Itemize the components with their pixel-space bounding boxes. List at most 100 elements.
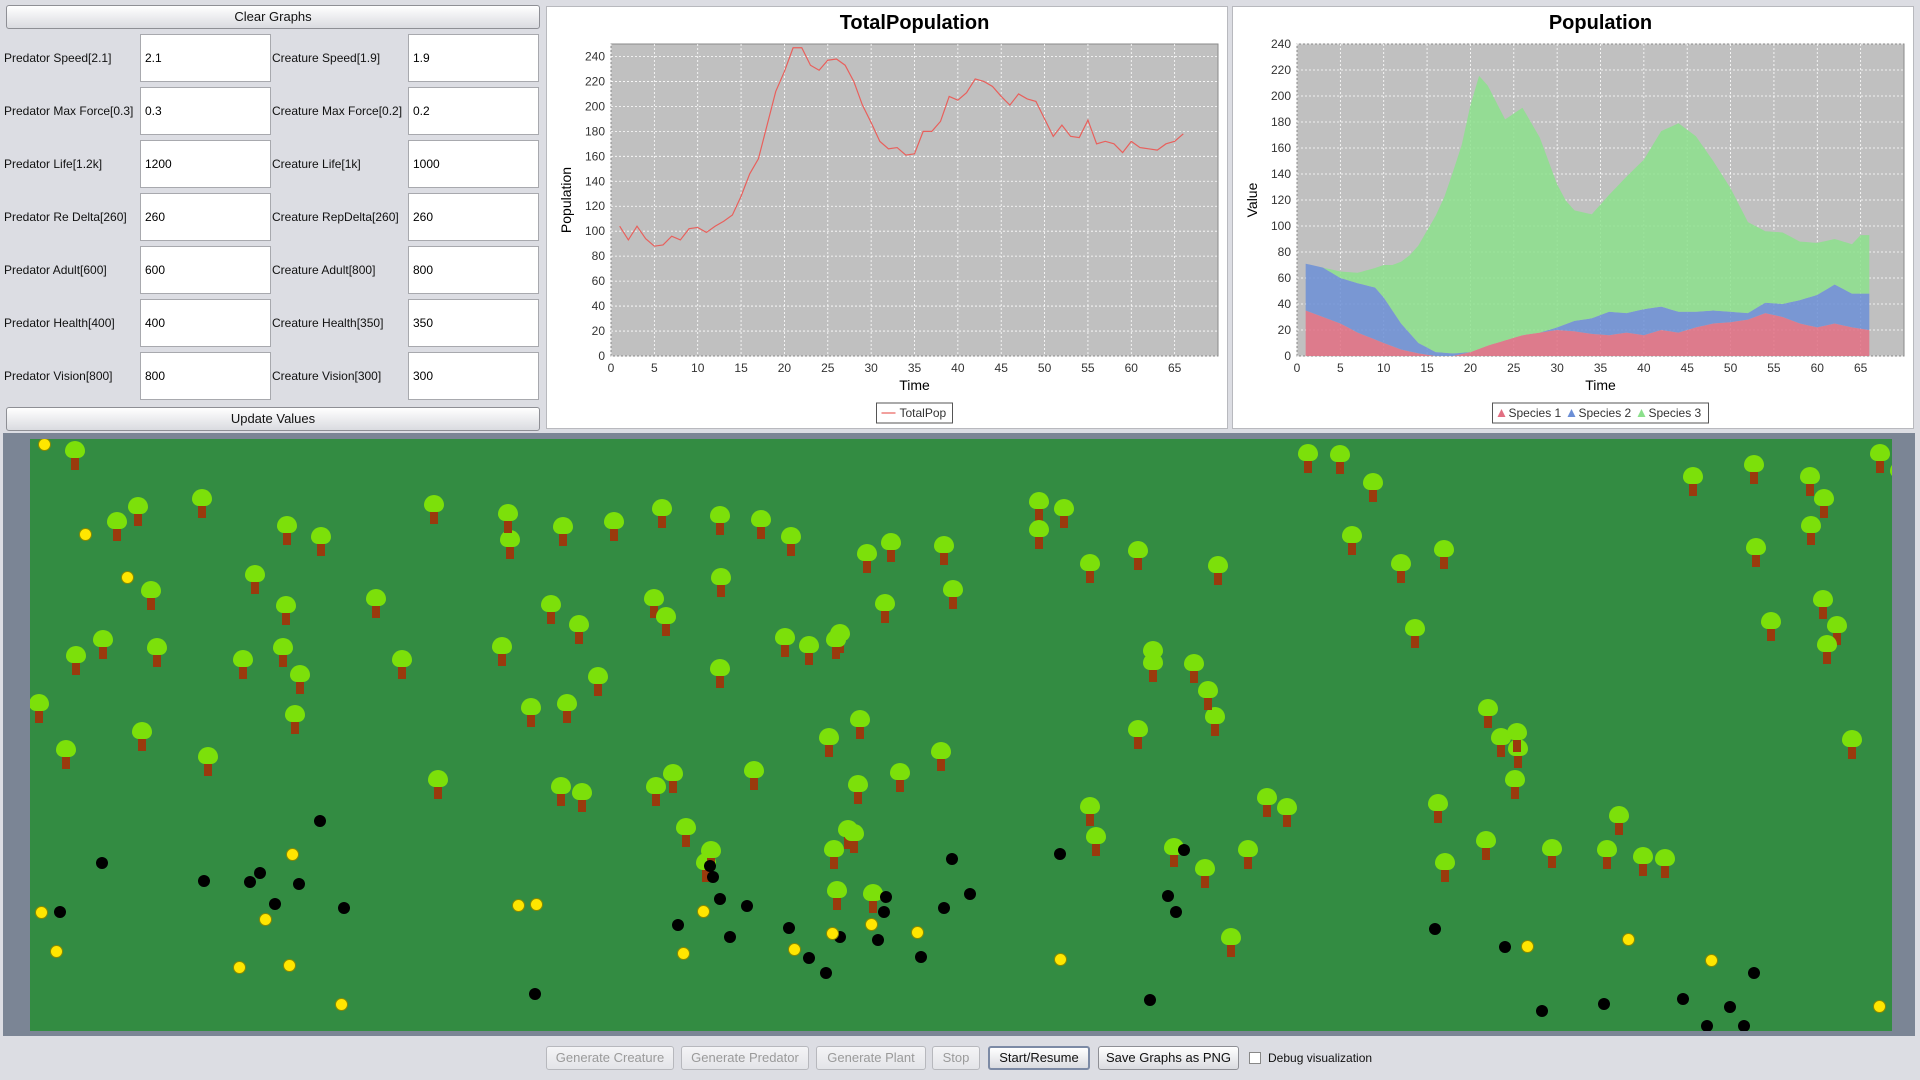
x-tick-label: 40	[1637, 361, 1651, 375]
predator-agent	[741, 900, 753, 912]
clear-graphs-button[interactable]: Clear Graphs	[6, 5, 540, 29]
creature-agent	[1054, 953, 1067, 966]
series-area	[1305, 310, 1870, 356]
x-tick-label: 50	[1724, 361, 1738, 375]
plant-tree	[1428, 794, 1448, 824]
plant-tree	[557, 694, 577, 724]
plant-tree	[500, 530, 520, 560]
plant-tree	[890, 763, 910, 793]
y-tick-label: 120	[1271, 193, 1291, 207]
creature-param-field[interactable]: 350	[408, 299, 539, 347]
plant-tree	[1143, 653, 1163, 683]
predator-agent	[1170, 906, 1182, 918]
x-tick-label: 25	[821, 361, 835, 375]
predator-agent	[1598, 998, 1610, 1010]
legend-label: Species 2	[1579, 406, 1632, 420]
y-tick-label: 80	[1278, 245, 1292, 259]
predator-agent	[54, 906, 66, 918]
plant-tree	[311, 527, 331, 557]
simulation-field[interactable]	[30, 439, 1892, 1031]
plant-tree	[781, 527, 801, 557]
plant-tree	[1817, 635, 1837, 665]
predator-param-field[interactable]: 0.3	[140, 87, 271, 135]
generate-plant-button[interactable]: Generate Plant	[816, 1046, 926, 1070]
plant-tree	[1597, 840, 1617, 870]
chart-title: Population	[1549, 12, 1652, 34]
legend-swatch	[1637, 409, 1646, 417]
plant-tree	[857, 544, 877, 574]
plant-tree	[775, 628, 795, 658]
start-resume-button[interactable]: Start/Resume	[988, 1046, 1090, 1070]
x-tick-label: 15	[1420, 361, 1434, 375]
plant-tree	[676, 818, 696, 848]
y-tick-label: 100	[1271, 219, 1291, 233]
predator-param-field[interactable]: 600	[140, 246, 271, 294]
creature-param-field[interactable]: 1.9	[408, 34, 539, 82]
creature-param-label: Creature Adult[800]	[272, 263, 376, 277]
predator-agent	[338, 902, 350, 914]
legend-box	[876, 402, 953, 424]
predator-agent	[1178, 844, 1190, 856]
creature-param-field[interactable]: 1000	[408, 140, 539, 188]
predator-agent	[529, 988, 541, 1000]
creature-agent	[826, 927, 839, 940]
plant-tree	[198, 747, 218, 777]
creature-param-field[interactable]: 300	[408, 352, 539, 400]
creature-param-field[interactable]: 800	[408, 246, 539, 294]
predator-param-field[interactable]: 2.1	[140, 34, 271, 82]
predator-param-field[interactable]: 400	[140, 299, 271, 347]
predator-agent	[293, 878, 305, 890]
plant-tree	[1746, 538, 1766, 568]
plant-tree	[1655, 849, 1675, 879]
predator-param-field[interactable]: 260	[140, 193, 271, 241]
creature-param-field[interactable]: 0.2	[408, 87, 539, 135]
plant-tree	[1870, 444, 1890, 474]
creature-agent	[259, 913, 272, 926]
predator-param-field[interactable]: 1200	[140, 140, 271, 188]
plant-tree	[744, 761, 764, 791]
plant-tree	[1128, 720, 1148, 750]
plant-tree	[588, 667, 608, 697]
plant-tree	[1476, 831, 1496, 861]
plant-tree	[1363, 473, 1383, 503]
y-tick-label: 40	[592, 299, 606, 313]
plant-tree	[652, 499, 672, 529]
x-tick-label: 5	[1337, 361, 1344, 375]
x-axis-label: Time	[899, 377, 930, 393]
predator-agent	[803, 952, 815, 964]
stop-button[interactable]: Stop	[932, 1046, 980, 1070]
predator-agent	[1536, 1005, 1548, 1017]
plant-tree	[875, 594, 895, 624]
update-values-button[interactable]: Update Values	[6, 407, 540, 431]
creature-param-label: Creature Vision[300]	[272, 369, 382, 383]
generate-predator-button[interactable]: Generate Predator	[681, 1046, 809, 1070]
plant-tree	[799, 636, 819, 666]
x-tick-label: 20	[778, 361, 792, 375]
save-graphs-button[interactable]: Save Graphs as PNG	[1098, 1046, 1239, 1070]
x-tick-label: 55	[1081, 361, 1095, 375]
plant-tree	[844, 824, 864, 854]
x-tick-label: 30	[1550, 361, 1564, 375]
plant-tree	[1342, 526, 1362, 556]
predator-param-field[interactable]: 800	[140, 352, 271, 400]
plant-tree	[1080, 554, 1100, 584]
generate-creature-button[interactable]: Generate Creature	[546, 1046, 674, 1070]
y-tick-label: 200	[585, 99, 605, 113]
predator-agent	[1738, 1020, 1750, 1031]
plant-tree	[277, 516, 297, 546]
plant-tree	[1391, 554, 1411, 584]
creature-agent	[1705, 954, 1718, 967]
plant-tree	[1633, 847, 1653, 877]
predator-agent	[878, 906, 890, 918]
debug-visualization-checkbox[interactable]	[1249, 1052, 1261, 1064]
creature-param-field[interactable]: 260	[408, 193, 539, 241]
plant-tree	[233, 650, 253, 680]
plant-tree	[1184, 654, 1204, 684]
y-tick-label: 140	[585, 174, 605, 188]
plant-tree	[498, 504, 518, 534]
plant-tree	[848, 775, 868, 805]
total-population-svg: TotalPopulation0204060801001201401601802…	[558, 12, 1219, 424]
predator-agent	[724, 931, 736, 943]
y-tick-label: 140	[1271, 167, 1291, 181]
plant-tree	[1507, 723, 1527, 753]
